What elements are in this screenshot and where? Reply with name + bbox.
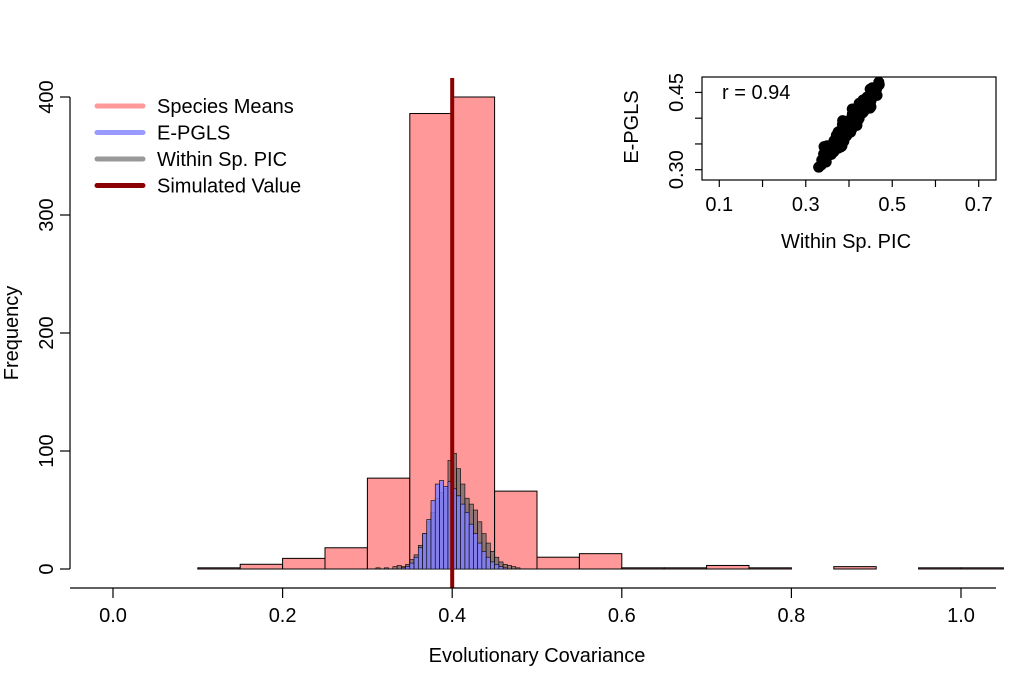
e-pgls-bar bbox=[430, 500, 436, 570]
inset-x-axis-title: Within Sp. PIC bbox=[781, 231, 911, 253]
within-sp-pic-bar bbox=[396, 565, 402, 570]
scatter-point bbox=[831, 140, 843, 152]
inset-x-tick-label: 0.5 bbox=[878, 194, 906, 216]
e-pgls-bar bbox=[443, 486, 449, 570]
species-means-bar bbox=[239, 563, 284, 570]
inset-x-tick-label: 0.1 bbox=[705, 194, 733, 216]
species-means-bar bbox=[960, 567, 1004, 570]
e-pgls-bar bbox=[456, 495, 461, 570]
e-pgls-bar bbox=[490, 561, 495, 570]
scatter-point bbox=[819, 152, 831, 164]
e-pgls-bar bbox=[401, 567, 406, 570]
e-pgls-bar bbox=[422, 533, 428, 570]
within-sp-pic-bar bbox=[375, 567, 381, 570]
species-means-bar bbox=[748, 567, 792, 570]
x-axis-title: Evolutionary Covariance bbox=[429, 645, 646, 667]
e-pgls-bar bbox=[502, 567, 508, 570]
scatter-point bbox=[813, 161, 825, 173]
e-pgls-bar bbox=[481, 550, 487, 570]
x-tick-label: 1.0 bbox=[947, 605, 975, 627]
species-means-bar bbox=[324, 547, 368, 570]
x-tick-label: 0.6 bbox=[608, 605, 636, 627]
inset-scatter-plot: 0.1 0.3 0.5 0.7 0.30 0.45 r = 0.94 Within Sp… bbox=[621, 73, 997, 253]
e-pgls-bar bbox=[460, 503, 466, 570]
y-axis-title: Frequency bbox=[1, 286, 23, 381]
e-pgls-bar bbox=[417, 547, 423, 570]
e-pgls-bar bbox=[477, 542, 483, 570]
inset-x-axis-ticks: 0.1 0.3 0.5 0.7 bbox=[705, 180, 993, 216]
inset-y-tick-label: 0.45 bbox=[666, 73, 688, 112]
y-tick-label: 0 bbox=[36, 563, 58, 574]
legend-label: Within Sp. PIC bbox=[157, 149, 287, 171]
legend-label: Species Means bbox=[157, 96, 294, 118]
x-axis-ticks: 0.0 0.2 0.4 0.6 0.8 1.0 bbox=[99, 588, 975, 627]
inset-y-axis-ticks: 0.30 0.45 bbox=[666, 73, 702, 189]
y-tick-label: 300 bbox=[36, 198, 58, 231]
species-means-bar bbox=[706, 564, 750, 570]
within-sp-pic-bar bbox=[507, 565, 512, 570]
inset-scatter-points bbox=[813, 76, 885, 173]
e-pgls-histogram bbox=[401, 480, 508, 570]
y-tick-label: 200 bbox=[36, 316, 58, 349]
within-sp-pic-bar bbox=[511, 566, 517, 570]
e-pgls-bar bbox=[485, 556, 491, 570]
e-pgls-bar bbox=[409, 562, 415, 570]
y-tick-label: 100 bbox=[36, 434, 58, 467]
scatter-point bbox=[840, 123, 852, 135]
species-means-bar bbox=[833, 566, 877, 570]
within-sp-pic-bar bbox=[384, 567, 389, 570]
legend: Species Means E-PGLS Within Sp. PIC Simulat… bbox=[94, 96, 301, 198]
e-pgls-bar bbox=[498, 566, 504, 570]
x-tick-label: 0.8 bbox=[777, 605, 805, 627]
species-means-bar bbox=[621, 567, 665, 570]
within-sp-pic-bar bbox=[515, 567, 521, 570]
species-means-bar bbox=[536, 556, 580, 570]
e-pgls-bar bbox=[405, 566, 411, 570]
inset-x-tick-label: 0.3 bbox=[792, 194, 820, 216]
species-means-bar bbox=[282, 557, 326, 570]
inset-y-axis-title: E-PGLS bbox=[621, 90, 643, 163]
legend-label: Simulated Value bbox=[157, 176, 301, 198]
species-means-bar bbox=[918, 567, 962, 570]
legend-label: E-PGLS bbox=[157, 123, 230, 145]
species-means-bar bbox=[578, 553, 623, 570]
e-pgls-bar bbox=[426, 519, 432, 570]
e-pgls-bar bbox=[494, 563, 500, 570]
x-tick-label: 0.2 bbox=[269, 605, 297, 627]
y-axis-ticks: 0 100 200 300 400 bbox=[36, 80, 70, 575]
e-pgls-bar bbox=[439, 480, 445, 570]
within-sp-pic-bar bbox=[392, 566, 398, 570]
inset-x-tick-label: 0.7 bbox=[965, 194, 993, 216]
x-tick-label: 0.4 bbox=[438, 605, 466, 627]
inset-y-tick-label: 0.30 bbox=[666, 150, 688, 189]
species-means-bar bbox=[366, 477, 411, 570]
scatter-point bbox=[853, 107, 865, 119]
e-pgls-bar bbox=[468, 523, 474, 570]
species-means-bar bbox=[197, 567, 241, 570]
e-pgls-bar bbox=[413, 556, 419, 570]
scatter-point bbox=[866, 87, 878, 99]
correlation-annotation: r = 0.94 bbox=[722, 82, 790, 104]
species-means-bar bbox=[663, 567, 708, 570]
y-tick-label: 400 bbox=[36, 80, 58, 113]
species-means-bar bbox=[494, 490, 538, 570]
x-tick-label: 0.0 bbox=[99, 605, 127, 627]
e-pgls-bar bbox=[473, 533, 478, 570]
e-pgls-bar bbox=[434, 483, 440, 570]
e-pgls-bar bbox=[464, 512, 470, 570]
